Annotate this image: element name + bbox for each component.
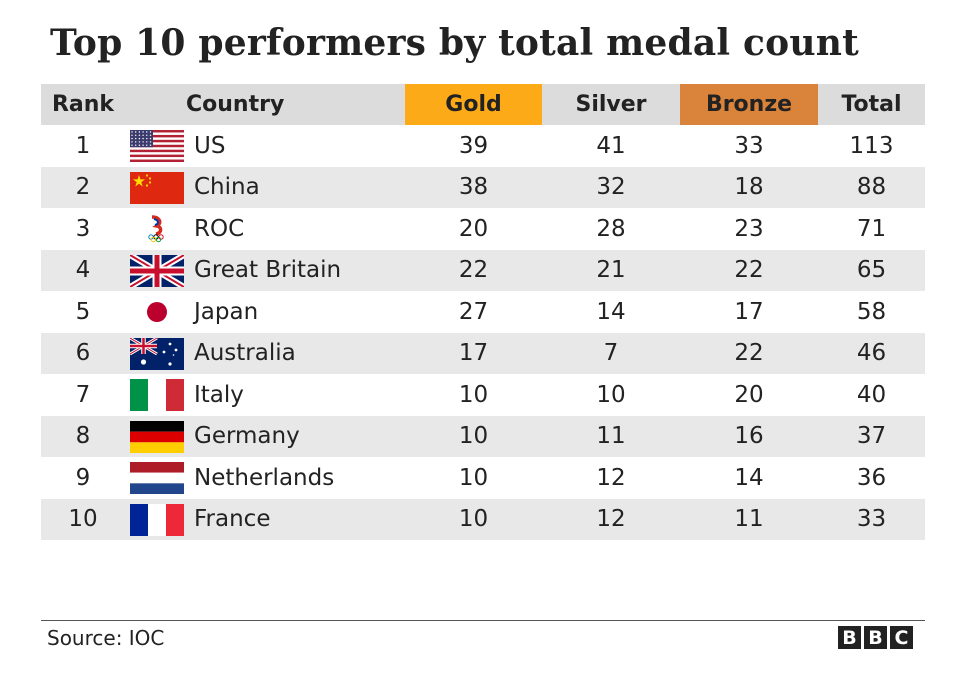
header-gold: Gold bbox=[405, 84, 542, 125]
netherlands-flag-icon bbox=[130, 462, 184, 494]
italy-flag-icon bbox=[130, 379, 184, 411]
table-row: 3 ROC 20 28 23 71 bbox=[41, 208, 925, 250]
country-cell: Australia bbox=[194, 340, 296, 367]
header-total: Total bbox=[841, 92, 902, 117]
silver-cell: 28 bbox=[596, 215, 626, 242]
table-row: 5 Japan 27 14 17 58 bbox=[41, 291, 925, 333]
country-cell: US bbox=[194, 132, 226, 159]
header-rank: Rank bbox=[51, 92, 115, 117]
silver-cell: 12 bbox=[596, 464, 626, 491]
rank-cell: 4 bbox=[75, 257, 91, 284]
total-cell: 33 bbox=[856, 506, 887, 533]
country-cell: France bbox=[194, 506, 271, 533]
bbc-logo-letter: B bbox=[838, 626, 861, 649]
silver-cell: 7 bbox=[603, 340, 619, 367]
table-row: 9 Netherlands 10 12 14 36 bbox=[41, 457, 925, 499]
bronze-cell: 11 bbox=[734, 506, 764, 533]
gold-cell: 22 bbox=[458, 257, 489, 284]
bbc-logo-letter: B bbox=[864, 626, 887, 649]
silver-cell: 14 bbox=[596, 298, 626, 325]
gold-cell: 27 bbox=[458, 298, 489, 325]
us-flag-icon bbox=[130, 130, 184, 162]
total-cell: 58 bbox=[856, 298, 887, 325]
gold-cell: 10 bbox=[458, 381, 489, 408]
bronze-cell: 22 bbox=[734, 340, 764, 367]
gold-cell: 38 bbox=[458, 174, 489, 201]
silver-cell: 11 bbox=[596, 423, 626, 450]
total-cell: 113 bbox=[849, 132, 894, 159]
chart-title: Top 10 performers by total medal count bbox=[50, 22, 859, 64]
silver-cell: 32 bbox=[596, 174, 626, 201]
table-header-row: Rank Country Gold Silver Bronze Total bbox=[41, 84, 925, 125]
china-flag-icon bbox=[130, 171, 184, 204]
header-bronze: Bronze bbox=[680, 84, 818, 125]
australia-flag-icon bbox=[129, 336, 184, 370]
table-body: 1 US 39 41 33 113 2 China 38 32 18 88 3 ROC 20 28 23 71 4 G… bbox=[41, 125, 925, 540]
bbc-logo-letter: C bbox=[890, 626, 913, 649]
rank-cell: 1 bbox=[75, 132, 91, 159]
bronze-cell: 18 bbox=[734, 174, 764, 201]
bronze-cell: 23 bbox=[734, 215, 764, 242]
bronze-cell: 16 bbox=[734, 423, 764, 450]
total-cell: 88 bbox=[856, 174, 887, 201]
table-row: 2 China 38 32 18 88 bbox=[41, 166, 925, 208]
france-flag-icon bbox=[130, 503, 184, 536]
bronze-cell: 17 bbox=[734, 298, 764, 325]
bronze-cell: 20 bbox=[734, 381, 764, 408]
country-cell: Germany bbox=[194, 423, 300, 450]
total-cell: 71 bbox=[856, 215, 887, 242]
silver-cell: 10 bbox=[596, 381, 626, 408]
gold-cell: 39 bbox=[458, 132, 489, 159]
header-silver: Silver bbox=[575, 92, 647, 117]
gold-cell: 17 bbox=[458, 340, 489, 367]
rank-cell: 7 bbox=[75, 381, 91, 408]
country-cell: China bbox=[194, 174, 260, 201]
bbc-logo: B B C bbox=[838, 626, 913, 649]
table-row: 8 Germany 10 11 16 37 bbox=[41, 415, 925, 457]
country-cell: Netherlands bbox=[194, 464, 335, 491]
country-cell: Great Britain bbox=[194, 257, 342, 284]
silver-cell: 41 bbox=[596, 132, 626, 159]
table-row: 6 Australia 17 7 22 46 bbox=[41, 332, 925, 374]
total-cell: 36 bbox=[856, 464, 887, 491]
rank-cell: 10 bbox=[68, 506, 98, 533]
gold-cell: 10 bbox=[458, 464, 489, 491]
total-cell: 46 bbox=[856, 340, 887, 367]
rank-cell: 9 bbox=[75, 464, 91, 491]
silver-cell: 12 bbox=[596, 506, 626, 533]
footer-divider bbox=[41, 620, 925, 621]
germany-flag-icon bbox=[130, 420, 184, 453]
total-cell: 37 bbox=[856, 423, 887, 450]
roc-emblem-icon bbox=[130, 213, 184, 245]
silver-cell: 21 bbox=[596, 257, 626, 284]
rank-cell: 5 bbox=[75, 298, 91, 325]
country-cell: Japan bbox=[194, 298, 259, 325]
medal-table: Rank Country Gold Silver Bronze Total 1 U… bbox=[41, 84, 925, 540]
gold-cell: 20 bbox=[458, 215, 489, 242]
table-row: 4 Great Britain 22 21 22 65 bbox=[41, 249, 925, 291]
gold-cell: 10 bbox=[458, 423, 489, 450]
source-label: Source: IOC bbox=[47, 626, 165, 650]
japan-flag-icon bbox=[130, 296, 184, 328]
rank-cell: 8 bbox=[75, 423, 91, 450]
rank-cell: 6 bbox=[75, 340, 91, 367]
total-cell: 40 bbox=[856, 381, 887, 408]
rank-cell: 3 bbox=[75, 215, 91, 242]
table-row: 10 France 10 12 11 33 bbox=[41, 498, 925, 540]
table-row: 1 US 39 41 33 113 bbox=[41, 125, 925, 167]
bronze-cell: 14 bbox=[734, 464, 764, 491]
uk-flag-icon bbox=[128, 251, 186, 290]
total-cell: 65 bbox=[856, 257, 887, 284]
table-row: 7 Italy 10 10 20 40 bbox=[41, 374, 925, 416]
gold-cell: 10 bbox=[458, 506, 489, 533]
country-cell: ROC bbox=[194, 215, 245, 242]
bronze-cell: 33 bbox=[734, 132, 764, 159]
header-country: Country bbox=[186, 92, 285, 117]
rank-cell: 2 bbox=[75, 174, 91, 201]
country-cell: Italy bbox=[194, 381, 244, 408]
bronze-cell: 22 bbox=[734, 257, 764, 284]
